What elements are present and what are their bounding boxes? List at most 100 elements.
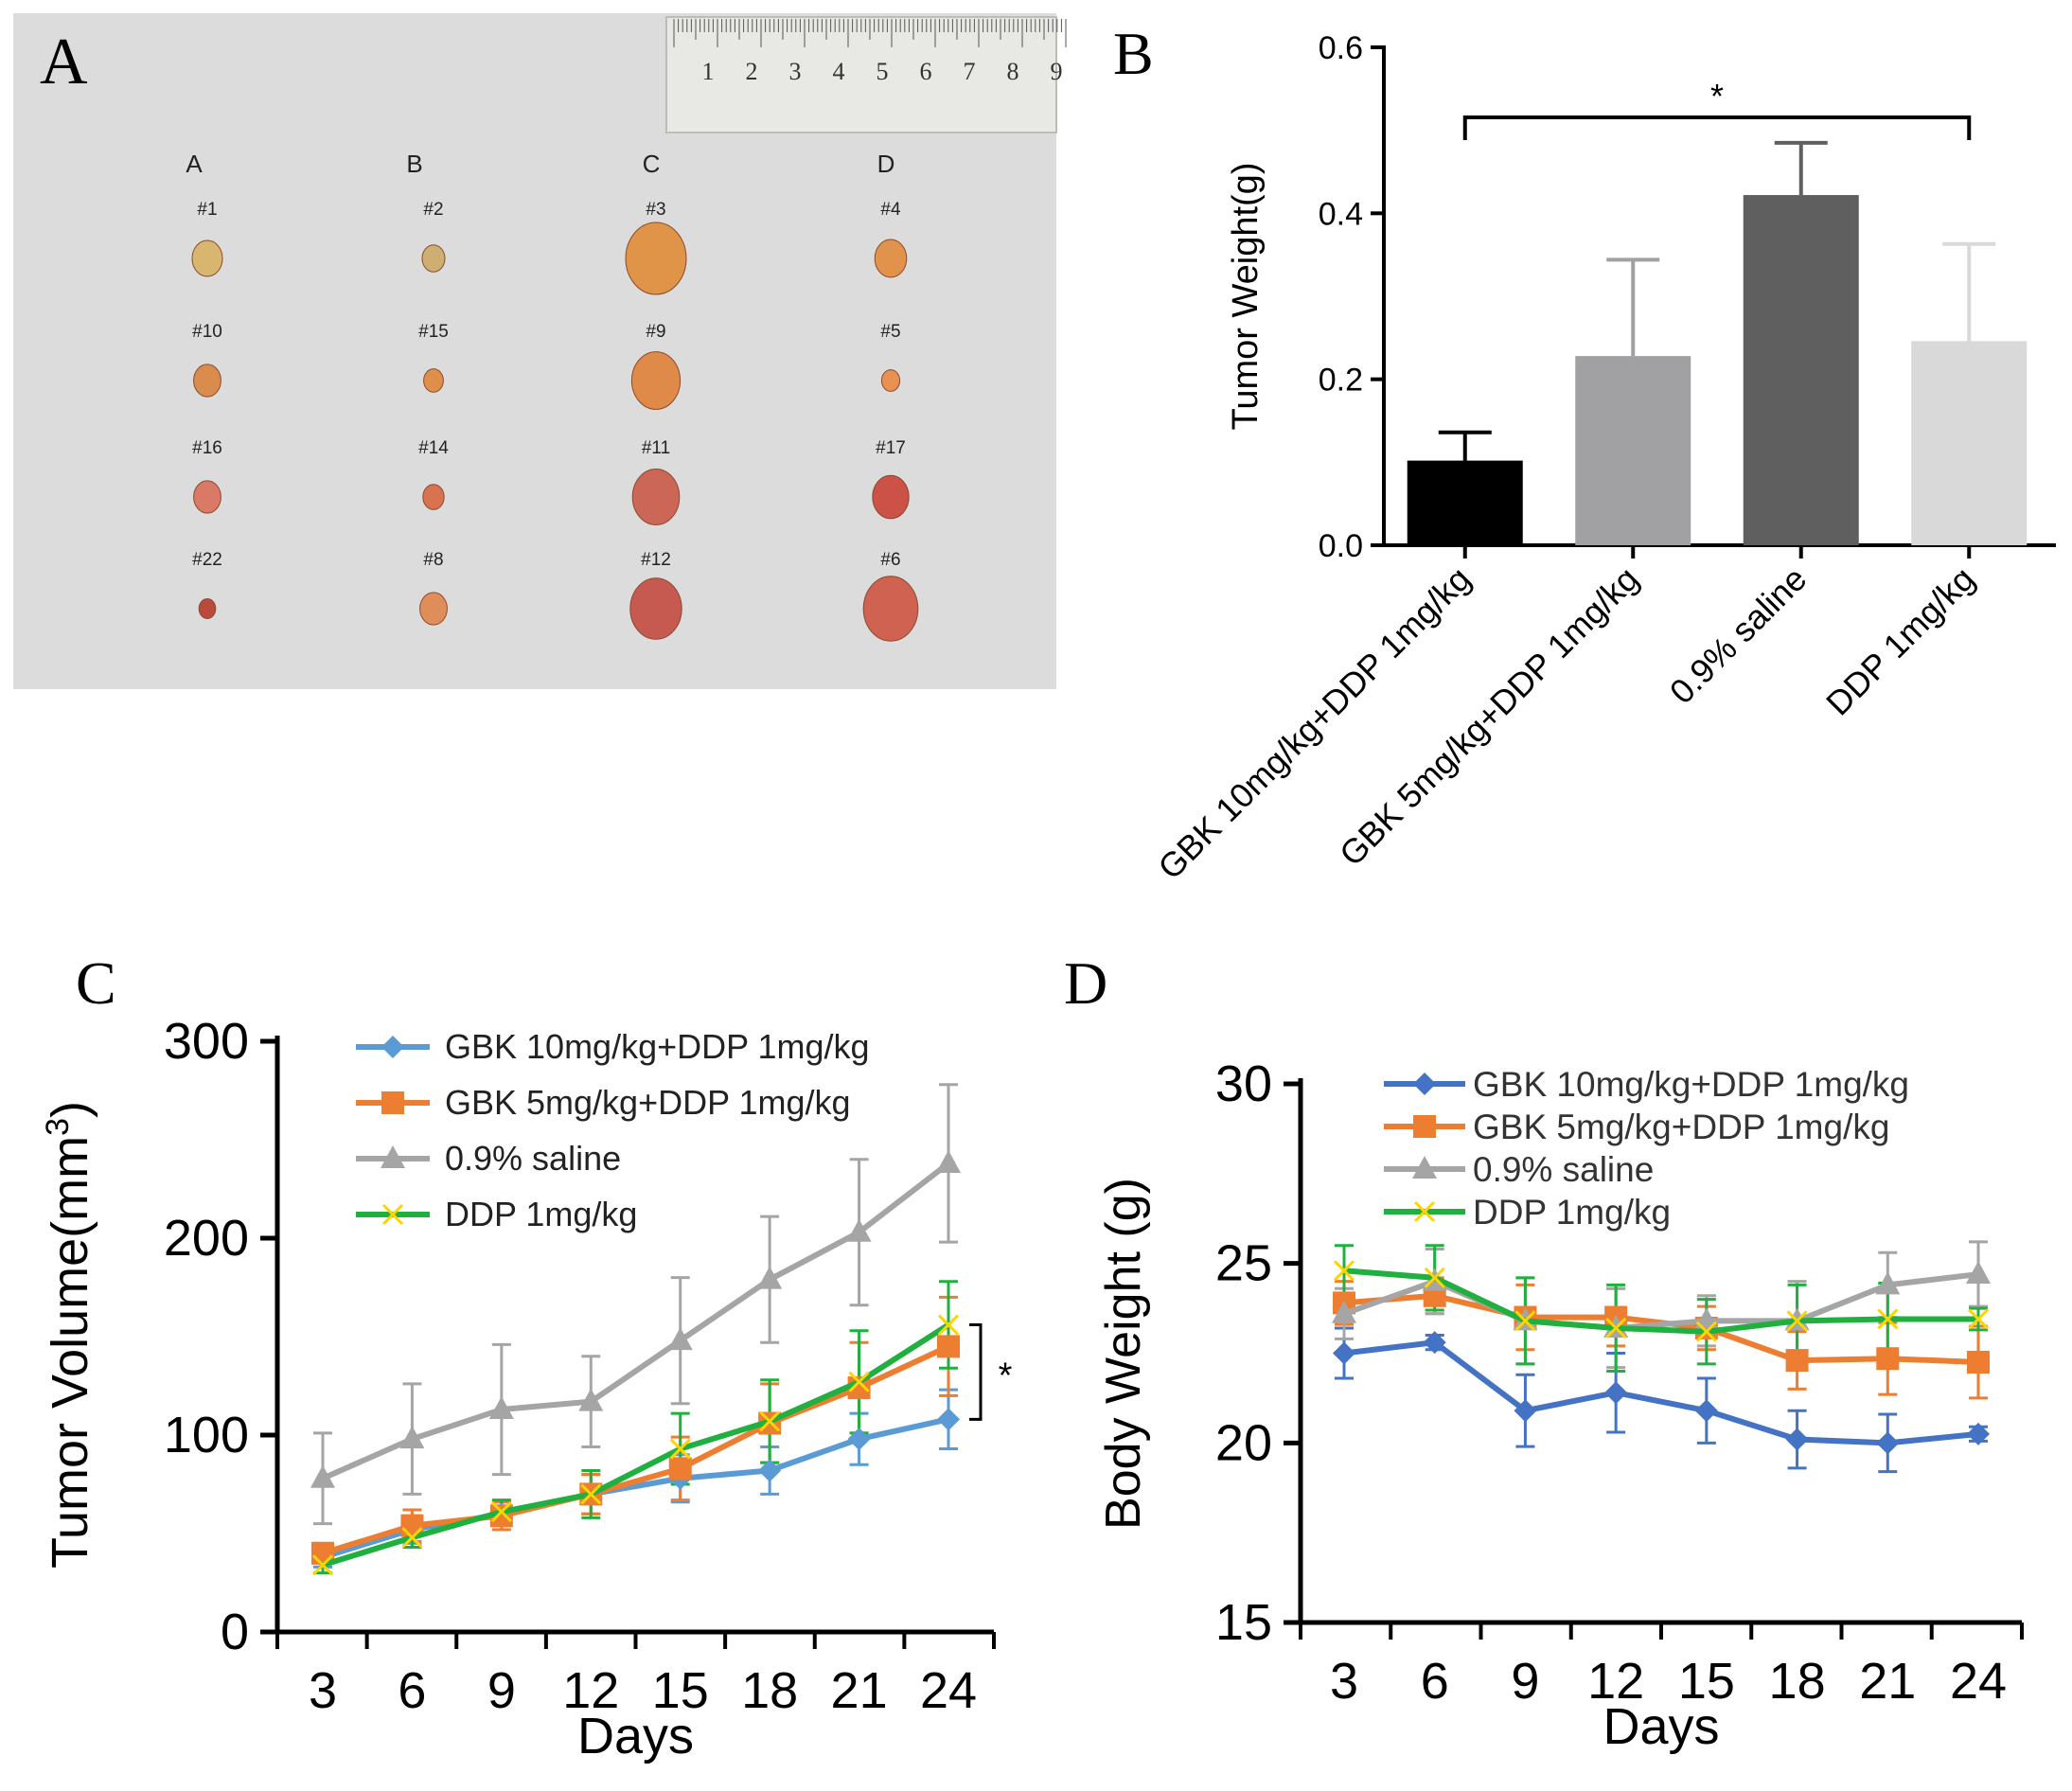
x-tick-label: 21 — [1859, 1653, 1916, 1710]
data-point — [759, 1410, 781, 1432]
data-point — [669, 1438, 691, 1460]
x-tick-label: 0.9% saline — [1662, 559, 1815, 712]
x-tick-label: 24 — [1950, 1653, 2007, 1710]
data-point — [667, 1327, 693, 1351]
y-axis-label-text: Tumor Volume(mm — [42, 1136, 98, 1569]
data-point — [580, 1483, 602, 1505]
series-line — [1343, 1268, 1978, 1335]
tumor-specimen — [625, 222, 687, 295]
specimen-label: #5 — [880, 322, 900, 342]
tumor-specimen — [191, 239, 223, 277]
legend-label: DDP 1mg/kg — [445, 1195, 637, 1233]
specimen-label: #6 — [880, 550, 900, 570]
specimen-label: #14 — [418, 438, 449, 458]
legend-label: GBK 10mg/kg+DDP 1mg/kg — [1473, 1065, 1909, 1104]
panel-label-c: C — [76, 949, 116, 1017]
ruler-number: 3 — [789, 58, 802, 85]
data-point — [1604, 1381, 1628, 1405]
y-tick-label: 0 — [221, 1604, 249, 1660]
ruler-number: 7 — [964, 58, 976, 85]
y-axis-label: Body Weight (g) — [1096, 1178, 1151, 1530]
specimen-label: #16 — [192, 438, 222, 458]
tumor-specimens: #1 #10 #16 #22 #2 #15 #14 #8 #3 #9 #11 #12 #4 #5 #17 #6 — [191, 200, 919, 642]
x-tick-label: 9 — [487, 1662, 516, 1719]
specimen-label: #4 — [880, 200, 901, 220]
ruler-number: 9 — [1051, 58, 1063, 85]
significance-star: * — [1710, 77, 1724, 115]
legend-label: 0.9% saline — [445, 1139, 621, 1178]
x-tick-label: GBK 10mg/kg+DDP 1mg/kg — [1150, 559, 1478, 887]
data-point — [1785, 1427, 1809, 1451]
legend-marker — [1413, 1073, 1436, 1095]
tumor-specimen — [421, 244, 446, 273]
y-tick-label: 300 — [164, 1013, 249, 1070]
series-line — [322, 1416, 949, 1560]
data-point — [1876, 1347, 1900, 1371]
ruler-number: 8 — [1007, 58, 1019, 85]
specimen-label: #2 — [423, 200, 443, 220]
data-point — [1785, 1349, 1809, 1373]
y-axis-label: Tumor Volume(mm3) — [40, 1101, 98, 1569]
ruler — [665, 16, 1057, 133]
data-point — [937, 1408, 960, 1431]
data-point — [1967, 1350, 1990, 1374]
bar — [1575, 356, 1691, 545]
data-point — [1695, 1321, 1717, 1342]
data-point — [1786, 1310, 1808, 1332]
specimen-label: #1 — [197, 200, 217, 220]
legend-label: 0.9% saline — [1473, 1150, 1654, 1189]
data-point — [848, 1371, 870, 1392]
bar — [1407, 460, 1523, 545]
significance-bracket — [1462, 115, 1972, 140]
legend-label: DDP 1mg/kg — [1473, 1193, 1671, 1232]
series-line — [322, 1343, 950, 1556]
legend-marker — [1413, 1115, 1436, 1138]
specimen-label: #15 — [418, 322, 449, 342]
x-tick-label: 3 — [1330, 1653, 1358, 1710]
data-point — [1332, 1300, 1356, 1323]
specimen-label: #8 — [423, 550, 443, 570]
legend-marker — [1412, 1156, 1437, 1179]
tumor-specimen — [419, 592, 448, 626]
ruler-number: 2 — [746, 58, 758, 85]
x-tick-label: 9 — [1511, 1653, 1539, 1710]
y-axis-label-close: ) — [42, 1101, 98, 1118]
y-tick-label: 0.6 — [1319, 30, 1363, 66]
x-tick-label: 15 — [652, 1662, 709, 1719]
series-line — [322, 1321, 950, 1569]
series-line — [1343, 1339, 1979, 1446]
x-tick-label: 21 — [831, 1662, 888, 1719]
data-point — [401, 1527, 423, 1549]
x-tick-label: GBK 5mg/kg+DDP 1mg/kg — [1332, 559, 1646, 874]
x-tick-label: 15 — [1678, 1653, 1735, 1710]
specimen-label: #17 — [876, 438, 906, 458]
data-point — [1333, 1260, 1355, 1282]
data-point — [1333, 1341, 1355, 1365]
data-point — [490, 1501, 512, 1523]
data-point — [1605, 1317, 1627, 1339]
y-axis-label-superscript: 3 — [40, 1118, 76, 1136]
data-point — [937, 1335, 960, 1358]
data-point — [1966, 1261, 1991, 1285]
data-point — [1423, 1331, 1446, 1355]
legend-label: GBK 10mg/kg+DDP 1mg/kg — [445, 1027, 870, 1066]
legend-marker — [381, 1036, 404, 1058]
tumor-specimen — [631, 469, 681, 525]
data-point — [1514, 1399, 1537, 1423]
y-tick-label: 0.4 — [1319, 196, 1363, 232]
tumor-specimen — [193, 480, 221, 514]
data-point — [936, 1149, 961, 1173]
y-tick-label: 0.0 — [1319, 528, 1363, 564]
photo-column-label: A — [186, 150, 203, 178]
series-line — [321, 1161, 950, 1481]
tumor-specimen — [198, 598, 217, 619]
data-point — [758, 1459, 782, 1482]
x-tick-label: 18 — [1769, 1653, 1826, 1710]
panel-label-b: B — [1113, 20, 1154, 87]
x-tick-label: 24 — [920, 1662, 977, 1719]
tumor-specimen — [862, 576, 919, 642]
specimen-label: #22 — [192, 550, 222, 570]
specimen-label: #3 — [646, 200, 665, 220]
legend-label: GBK 5mg/kg+DDP 1mg/kg — [445, 1083, 851, 1122]
legend-marker — [381, 1203, 404, 1226]
